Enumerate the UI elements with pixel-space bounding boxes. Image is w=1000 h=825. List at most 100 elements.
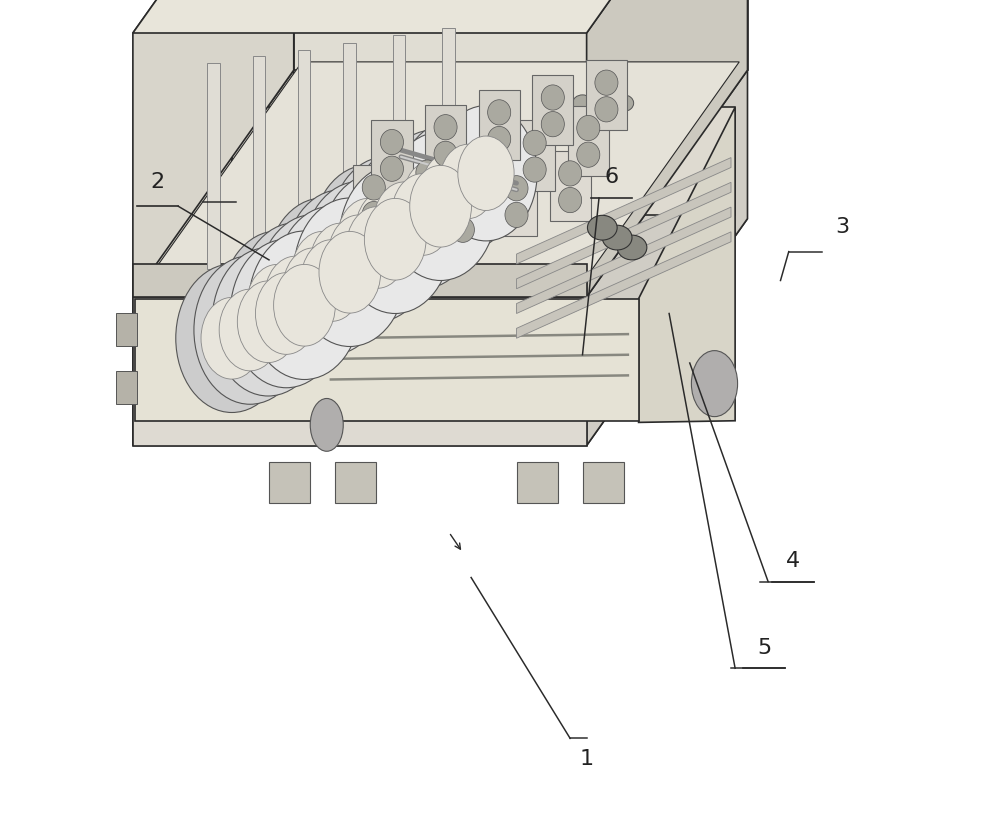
Ellipse shape xyxy=(362,201,385,227)
Ellipse shape xyxy=(523,157,546,182)
Polygon shape xyxy=(133,70,294,446)
Ellipse shape xyxy=(488,126,511,152)
Ellipse shape xyxy=(348,148,460,297)
Polygon shape xyxy=(587,70,748,446)
Ellipse shape xyxy=(416,160,439,185)
Ellipse shape xyxy=(416,186,439,212)
Ellipse shape xyxy=(617,235,647,260)
Ellipse shape xyxy=(614,95,634,111)
Ellipse shape xyxy=(398,232,421,257)
Polygon shape xyxy=(298,50,310,256)
Polygon shape xyxy=(116,371,137,404)
Ellipse shape xyxy=(417,114,519,249)
Ellipse shape xyxy=(337,199,399,280)
Ellipse shape xyxy=(362,175,385,200)
Ellipse shape xyxy=(255,272,317,355)
Ellipse shape xyxy=(384,132,497,280)
Polygon shape xyxy=(353,165,394,235)
Ellipse shape xyxy=(330,157,442,305)
Ellipse shape xyxy=(559,187,582,213)
Polygon shape xyxy=(335,462,376,503)
Text: 6: 6 xyxy=(604,167,618,187)
Ellipse shape xyxy=(257,214,370,363)
Polygon shape xyxy=(442,181,484,251)
Polygon shape xyxy=(442,28,455,234)
Polygon shape xyxy=(516,158,731,264)
Polygon shape xyxy=(135,107,735,299)
Ellipse shape xyxy=(321,173,433,322)
Polygon shape xyxy=(133,297,587,446)
Polygon shape xyxy=(135,107,232,421)
Ellipse shape xyxy=(276,206,388,355)
Ellipse shape xyxy=(399,122,501,257)
Ellipse shape xyxy=(274,264,335,346)
Ellipse shape xyxy=(239,223,352,371)
Ellipse shape xyxy=(469,172,493,197)
Text: 4: 4 xyxy=(786,551,800,571)
Polygon shape xyxy=(371,120,413,190)
Polygon shape xyxy=(335,210,376,280)
Polygon shape xyxy=(568,106,609,176)
Polygon shape xyxy=(425,105,466,175)
Ellipse shape xyxy=(194,256,306,404)
Ellipse shape xyxy=(403,161,460,235)
Ellipse shape xyxy=(505,202,528,228)
Polygon shape xyxy=(135,299,639,421)
Ellipse shape xyxy=(219,290,281,371)
Ellipse shape xyxy=(595,97,618,122)
Polygon shape xyxy=(516,207,731,314)
Ellipse shape xyxy=(488,100,511,125)
Ellipse shape xyxy=(346,207,408,289)
Ellipse shape xyxy=(267,198,379,346)
Ellipse shape xyxy=(505,176,528,201)
Ellipse shape xyxy=(559,161,582,186)
Polygon shape xyxy=(516,232,731,338)
Polygon shape xyxy=(133,264,587,297)
Ellipse shape xyxy=(434,141,457,167)
Ellipse shape xyxy=(344,220,367,246)
Polygon shape xyxy=(479,90,520,160)
Ellipse shape xyxy=(380,130,403,155)
Ellipse shape xyxy=(294,198,406,346)
Ellipse shape xyxy=(310,224,372,305)
Ellipse shape xyxy=(440,144,496,219)
Polygon shape xyxy=(516,462,558,503)
Text: 3: 3 xyxy=(835,217,849,237)
Ellipse shape xyxy=(285,190,397,338)
Ellipse shape xyxy=(212,248,324,396)
Ellipse shape xyxy=(451,217,474,243)
Ellipse shape xyxy=(385,169,442,243)
Ellipse shape xyxy=(221,231,333,380)
Text: 5: 5 xyxy=(757,638,771,658)
Polygon shape xyxy=(133,219,748,446)
Ellipse shape xyxy=(523,130,546,155)
Ellipse shape xyxy=(451,191,474,215)
Ellipse shape xyxy=(344,247,367,272)
Ellipse shape xyxy=(380,156,403,182)
Ellipse shape xyxy=(265,256,326,338)
Ellipse shape xyxy=(303,182,415,330)
Ellipse shape xyxy=(248,231,361,380)
Ellipse shape xyxy=(691,351,738,417)
Ellipse shape xyxy=(237,280,299,363)
Polygon shape xyxy=(587,0,748,297)
Polygon shape xyxy=(133,0,748,33)
Polygon shape xyxy=(514,120,555,191)
Polygon shape xyxy=(496,166,537,236)
Ellipse shape xyxy=(577,116,600,140)
Ellipse shape xyxy=(410,165,471,248)
Ellipse shape xyxy=(602,225,632,250)
Ellipse shape xyxy=(595,70,618,96)
Ellipse shape xyxy=(380,130,483,266)
Polygon shape xyxy=(294,0,748,70)
Ellipse shape xyxy=(577,142,600,167)
Polygon shape xyxy=(133,0,294,297)
Polygon shape xyxy=(550,151,591,221)
Polygon shape xyxy=(253,56,265,262)
Ellipse shape xyxy=(541,85,564,110)
Ellipse shape xyxy=(373,182,435,264)
Ellipse shape xyxy=(176,264,288,412)
Polygon shape xyxy=(232,107,735,214)
Ellipse shape xyxy=(292,232,353,314)
Polygon shape xyxy=(269,462,310,503)
